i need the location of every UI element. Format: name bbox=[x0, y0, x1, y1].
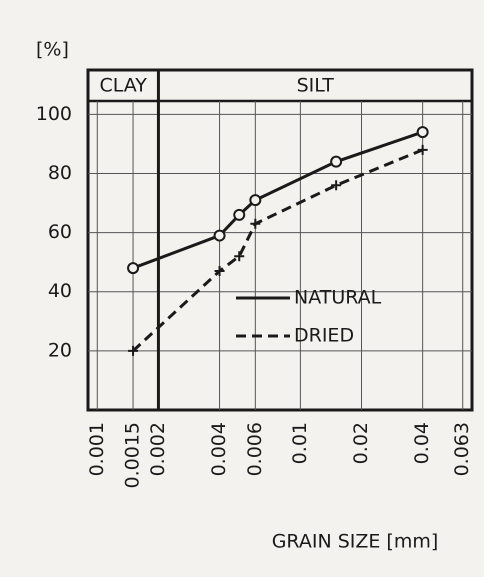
x-tick-label: 0.0015 bbox=[122, 422, 144, 488]
marker bbox=[234, 251, 245, 262]
x-tick-label: 0.004 bbox=[208, 422, 230, 476]
y-tick-label: 40 bbox=[48, 280, 72, 302]
zone-label: SILT bbox=[297, 75, 335, 97]
x-tick-label: 0.001 bbox=[86, 422, 108, 476]
marker bbox=[417, 144, 428, 155]
plot-frame bbox=[86, 68, 474, 412]
y-tick-label: 20 bbox=[48, 339, 72, 361]
legend-label: DRIED bbox=[294, 325, 354, 347]
marker bbox=[330, 155, 343, 168]
x-tick-label: 0.063 bbox=[451, 422, 473, 476]
x-tick-label: 0.002 bbox=[147, 422, 169, 476]
marker bbox=[331, 180, 342, 191]
marker bbox=[249, 194, 262, 207]
y-tick-label: 80 bbox=[48, 162, 72, 184]
y-tick-label: 100 bbox=[36, 103, 72, 125]
series-line bbox=[132, 148, 424, 352]
marker bbox=[127, 262, 140, 275]
x-tick-label: 0.01 bbox=[289, 422, 311, 464]
legend-label: NATURAL bbox=[294, 287, 382, 309]
marker bbox=[128, 345, 139, 356]
x-tick-label: 0.02 bbox=[350, 422, 372, 464]
x-tick-label: 0.006 bbox=[244, 422, 266, 476]
marker bbox=[214, 266, 225, 277]
y-tick-label: 60 bbox=[48, 221, 72, 243]
marker bbox=[213, 229, 226, 242]
x-tick-label: 0.04 bbox=[411, 422, 433, 464]
marker bbox=[233, 208, 246, 221]
y-axis-label: [%] bbox=[36, 39, 69, 61]
series-line bbox=[132, 130, 424, 270]
marker bbox=[416, 126, 429, 139]
marker bbox=[250, 218, 261, 229]
zone-label: CLAY bbox=[100, 75, 148, 97]
x-axis-label: GRAIN SIZE [mm] bbox=[272, 531, 439, 553]
